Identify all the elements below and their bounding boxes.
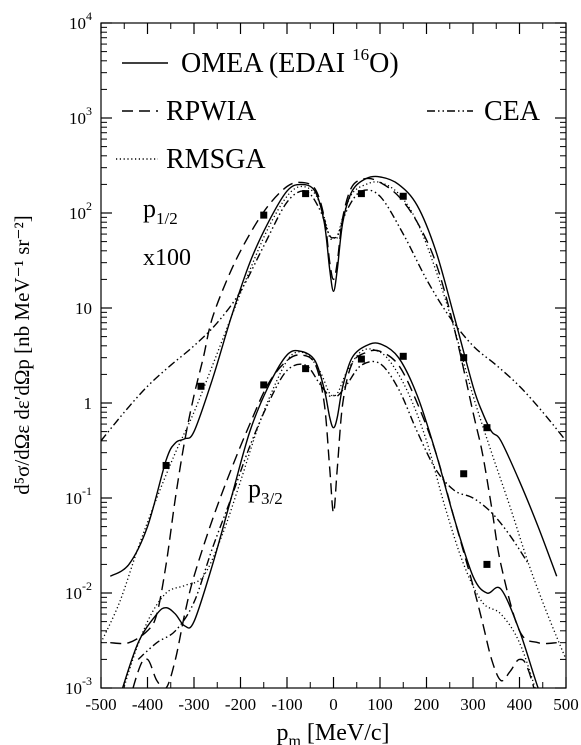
x-tick-label: 400: [507, 695, 533, 714]
series-p32-omea: [121, 342, 539, 688]
y-tick-label: 10-3: [65, 674, 92, 698]
y-tick-label: 1: [84, 394, 93, 413]
y-tick-label: 102: [69, 199, 92, 223]
data-point-p12: [357, 190, 365, 198]
series-p12-cea: [101, 189, 566, 442]
x-tick-label: -400: [132, 695, 163, 714]
annotations: p1/2 x100 p3/2: [143, 194, 283, 508]
annotation-p12: p1/2: [143, 194, 178, 228]
legend-label-2: CEA: [484, 96, 541, 127]
legend-label-3: RMSGA: [166, 144, 266, 175]
y-tick-labels: 10-3 10-2 10-1 1 10 102 103 104: [65, 9, 92, 698]
y-tick-label: 10-2: [65, 579, 92, 603]
x-tick-label: -200: [225, 695, 256, 714]
x-tick-label: 200: [414, 695, 440, 714]
legend-label-1: RPWIA: [166, 96, 257, 127]
x-tick-labels: -500 -400 -300 -200 -100 0 100 200 300 400 500: [85, 695, 578, 714]
series-p32-rpwia: [132, 349, 535, 688]
y-tick-label: 10-1: [65, 484, 92, 508]
data-point-p32: [197, 382, 205, 390]
data-point-p32: [460, 470, 468, 478]
curves: [101, 175, 566, 688]
x-axis-label-main: p: [276, 720, 288, 745]
data-point-p12: [483, 424, 491, 432]
data-point-p32: [302, 365, 310, 373]
data-point-p12: [460, 354, 468, 362]
x-axis-label: pm [MeV/c]: [276, 720, 389, 745]
x-tick-label: 0: [329, 695, 338, 714]
data-point-p32: [483, 560, 491, 568]
data-point-p12: [260, 211, 268, 219]
x-tick-label: -100: [271, 695, 302, 714]
axis-ticks: [100, 22, 567, 689]
x-tick-label: 300: [460, 695, 486, 714]
x-tick-label: 100: [367, 695, 393, 714]
data-points: [162, 190, 491, 568]
data-point-p12: [399, 192, 407, 200]
x-tick-label: -500: [85, 695, 116, 714]
data-point-p12: [302, 190, 310, 198]
legend: OMEA (EDAI 16O) RPWIA CEA RMSGA: [116, 45, 541, 175]
y-tick-label: 10: [75, 299, 92, 318]
y-axis-label: d⁵σ/dΩε dε′dΩp [nb MeV⁻¹ sr⁻²]: [10, 215, 34, 495]
x-tick-label: 500: [553, 695, 579, 714]
legend-label-0: OMEA (EDAI 16O): [181, 45, 399, 79]
data-point-p32: [260, 381, 268, 389]
y-tick-label: 104: [69, 9, 92, 33]
data-point-p32: [162, 461, 170, 469]
x-axis-label-sub: m: [288, 733, 301, 745]
annotation-p32: p3/2: [248, 474, 283, 508]
data-point-p32: [399, 352, 407, 360]
series-p32-cea: [137, 360, 530, 660]
x-axis-label-rest: [MeV/c]: [301, 720, 390, 745]
y-tick-label: 103: [69, 104, 92, 128]
x-tick-label: -300: [178, 695, 209, 714]
series-p12-omea: [109, 175, 558, 577]
data-point-p32: [357, 355, 365, 363]
annotation-scale: x100: [143, 245, 191, 271]
